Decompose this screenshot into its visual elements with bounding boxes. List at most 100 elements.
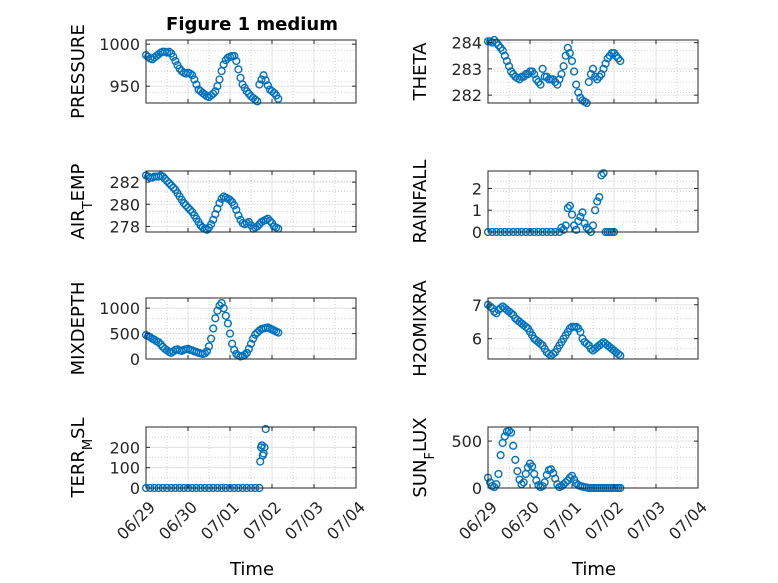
- y-tick-label: 1: [472, 201, 482, 220]
- data-point: [567, 56, 577, 66]
- data-point: [215, 199, 224, 208]
- data-point: [219, 60, 228, 69]
- data-point: [565, 201, 575, 210]
- chart-panel-pressure: 950 1000 PRESSURE: [68, 24, 357, 119]
- data-point: [209, 324, 218, 333]
- chart-panel-theta: 282 283 284 THETA: [410, 34, 699, 108]
- data-point: [274, 94, 283, 103]
- data-point: [572, 322, 581, 331]
- figure-title: Figure 1 medium: [166, 14, 338, 35]
- data-point: [559, 225, 568, 234]
- data-point: [260, 443, 269, 452]
- data-point: [538, 64, 547, 73]
- data-point: [561, 221, 570, 230]
- data-point: [169, 183, 178, 192]
- y-tick-label: 500: [109, 325, 140, 344]
- data-point: [572, 80, 581, 89]
- data-point: [246, 339, 256, 348]
- data-point: [597, 70, 606, 79]
- data-point: [590, 206, 600, 215]
- y-tick-label: 1000: [99, 299, 140, 318]
- data-point: [565, 473, 575, 482]
- chart-panel-h2omixra: 6 7 H2OMIXRA: [410, 280, 699, 377]
- data-point: [160, 174, 170, 183]
- data-point: [150, 335, 159, 344]
- axes-box: [145, 426, 357, 489]
- axes-box: [145, 39, 357, 104]
- data-point: [167, 181, 176, 190]
- data-point: [490, 307, 499, 316]
- data-point: [192, 80, 201, 89]
- y-axis-label: SUNFLUX: [410, 417, 438, 497]
- data-point: [557, 223, 566, 232]
- x-tick-label: 06/29: [113, 498, 159, 544]
- y-tick-label: 6: [472, 330, 482, 349]
- y-tick-label: 283: [451, 60, 482, 79]
- data-point: [527, 462, 537, 471]
- data-point: [230, 51, 239, 61]
- data-point: [595, 193, 604, 202]
- data-point: [188, 71, 197, 80]
- data-point: [496, 451, 505, 460]
- y-tick-label: 0: [130, 479, 140, 498]
- data-point: [211, 87, 220, 96]
- data-point: [257, 75, 266, 84]
- data-point: [232, 56, 241, 66]
- data-point: [234, 65, 243, 74]
- data-point: [207, 220, 216, 229]
- data-point: [265, 216, 275, 226]
- data-point: [569, 67, 579, 76]
- data-point: [576, 212, 585, 221]
- data-point: [530, 70, 539, 79]
- axes-box: [487, 426, 699, 489]
- data-point: [504, 62, 514, 71]
- data-point: [223, 319, 233, 328]
- y-tick-label: 7: [472, 296, 482, 315]
- x-tick-label: 07/03: [281, 498, 327, 544]
- data-point: [251, 330, 260, 339]
- data-point: [507, 309, 516, 318]
- data-point: [572, 225, 581, 234]
- data-point: [559, 62, 568, 71]
- data-point: [565, 49, 575, 58]
- data-point: [171, 56, 180, 66]
- data-point: [563, 43, 572, 52]
- data-point: [555, 75, 564, 84]
- y-tick-label: 100: [109, 459, 140, 478]
- data-point: [614, 349, 623, 359]
- data-point: [588, 221, 598, 230]
- data-point: [593, 197, 602, 206]
- data-point: [242, 348, 251, 358]
- chart-panel-mixdepth: 0 500 1000 MIXDEPTH: [68, 282, 357, 375]
- data-point: [217, 298, 226, 308]
- data-point: [563, 203, 572, 213]
- y-axis-label: H2OMIXRA: [410, 280, 431, 377]
- data-point: [486, 302, 495, 311]
- data-point: [616, 56, 625, 66]
- data-point: [540, 478, 549, 487]
- data-point: [519, 478, 528, 487]
- data-point: [500, 51, 509, 60]
- data-point: [234, 211, 243, 220]
- data-point: [253, 222, 262, 231]
- y-axis-label: RAINFALL: [410, 160, 431, 244]
- x-tick-label: 07/03: [623, 498, 669, 544]
- chart-panel-rainfall: 0 1 2 RAINFALL: [410, 160, 699, 244]
- x-tick-label: 07/01: [539, 498, 585, 544]
- data-point: [553, 80, 562, 89]
- data-point: [169, 52, 178, 61]
- data-point: [244, 344, 254, 353]
- data-point: [494, 469, 503, 479]
- axes-box: [487, 297, 699, 360]
- data-point: [557, 70, 566, 79]
- data-point: [186, 69, 195, 78]
- axes-box: [487, 170, 699, 233]
- y-tick-label: 0: [472, 223, 482, 242]
- x-tick-label: 06/29: [455, 498, 501, 544]
- y-tick-label: 0: [130, 350, 140, 369]
- data-point: [502, 56, 512, 66]
- data-point: [219, 304, 228, 313]
